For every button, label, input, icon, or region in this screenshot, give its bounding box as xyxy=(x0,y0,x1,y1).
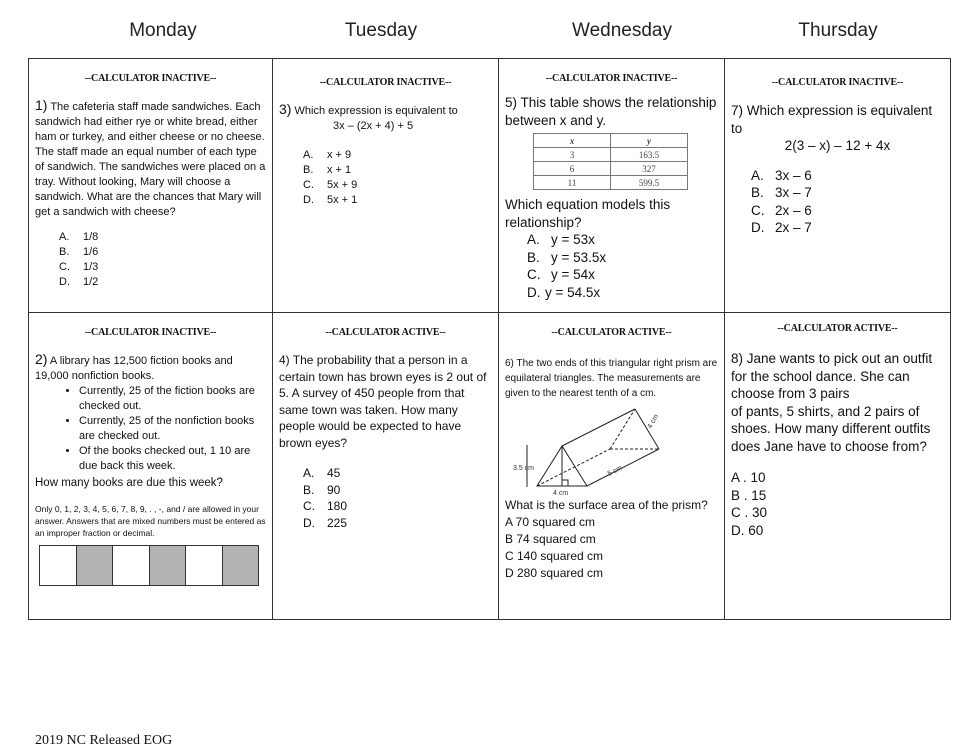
base-label: 4 cm xyxy=(553,490,568,497)
answer-box[interactable] xyxy=(186,546,223,585)
question-text: 6) The two ends of this triangular right… xyxy=(505,358,718,399)
question-text: 4) The probability that a person in a ce… xyxy=(279,353,487,450)
question-text: A library has 12,500 fiction books and 1… xyxy=(35,355,233,382)
question-3-cell: --CALCULATOR INACTIVE-- 3) Which express… xyxy=(272,58,499,313)
option-c: C. 180 xyxy=(303,499,348,513)
question-text: 5) This table shows the relationship bet… xyxy=(505,95,717,128)
option-b: B. 90 xyxy=(303,482,341,497)
question-text: 8) Jane wants to pick out an outfit for … xyxy=(731,351,933,401)
answer-box[interactable] xyxy=(222,546,258,585)
option-b: B . 15 xyxy=(731,487,767,503)
question-1-cell: --CALCULATOR INACTIVE-- 1) The cafeteria… xyxy=(28,58,273,313)
option-d: D. 225 xyxy=(303,515,348,530)
calculator-header: --CALCULATOR ACTIVE-- xyxy=(551,327,672,338)
calculator-header: --CALCULATOR INACTIVE-- xyxy=(319,77,452,88)
side-label: 4 cm xyxy=(647,413,661,430)
table-row: 3 163.5 xyxy=(533,147,688,162)
option-d: D. 1/2 xyxy=(59,276,99,288)
table-row: 6 327 xyxy=(533,161,688,176)
answer-options: A. 45 B. 90 C. 180 D. 225 xyxy=(303,465,492,531)
question-number: 2) xyxy=(35,351,48,367)
height-label: 3.5 cm xyxy=(513,465,534,472)
calculator-header: --CALCULATOR INACTIVE-- xyxy=(545,73,678,84)
expression: 2(3 – x) – 12 + 4x xyxy=(784,138,891,153)
worksheet-grid: --CALCULATOR INACTIVE-- 1) The cafeteria… xyxy=(28,58,951,620)
question-text: The cafeteria staff made sandwiches. Eac… xyxy=(35,101,266,218)
bullet-item: Of the books checked out, 1 10 are due b… xyxy=(79,444,266,474)
answer-box[interactable] xyxy=(76,546,113,585)
length-label: 5 cm xyxy=(607,465,624,478)
day-wednesday: Wednesday xyxy=(572,20,672,41)
option-c: C . 30 xyxy=(731,505,768,520)
bullet-item: Currently, 25 of the nonfiction books ar… xyxy=(79,414,266,444)
question-text-continued: of pants, 5 shirts, and 2 pairs of shoes… xyxy=(731,403,931,454)
option-a: A 70 squared cm xyxy=(505,515,596,529)
calculator-header: --CALCULATOR INACTIVE-- xyxy=(84,327,217,338)
question-7-cell: --CALCULATOR INACTIVE-- 7) Which express… xyxy=(724,58,951,313)
answer-options: A. y = 53x B. y = 53.5x C. y = 54x D. y = 54… xyxy=(527,231,718,301)
option-b: B. 3x – 7 xyxy=(751,185,812,200)
calculator-header: --CALCULATOR ACTIVE-- xyxy=(325,327,446,338)
calculator-header: --CALCULATOR INACTIVE-- xyxy=(84,73,217,84)
answer-box[interactable] xyxy=(40,546,77,585)
question-2-cell: --CALCULATOR INACTIVE-- 2) A library has… xyxy=(28,312,273,620)
prism-diagram: 3.5 cm 4 cm 5 cm 4 cm xyxy=(513,408,661,497)
calculator-header: --CALCULATOR ACTIVE-- xyxy=(777,323,898,334)
expression: 3x – (2x + 4) + 5 xyxy=(333,120,414,132)
question-text: 7) Which expression is equivalent to xyxy=(731,103,933,136)
option-b: B 74 squared cm xyxy=(505,532,596,546)
day-thursday: Thursday xyxy=(798,20,878,41)
question-5-cell: --CALCULATOR INACTIVE-- 5) This table sh… xyxy=(498,58,725,313)
question-number: 1) xyxy=(35,97,48,113)
footer-source: 2019 NC Released EOG xyxy=(35,733,173,748)
option-c: C. 1/3 xyxy=(59,261,99,273)
question-6-cell: --CALCULATOR ACTIVE-- 6) The two ends of… xyxy=(498,312,725,620)
answer-entry-boxes[interactable] xyxy=(39,545,259,586)
option-c: C 140 squared cm xyxy=(505,549,604,563)
answer-options: A . 10 B . 15 C . 30 D. 60 xyxy=(731,469,944,539)
question-prompt: What is the surface area of the prism? xyxy=(505,498,708,512)
day-tuesday: Tuesday xyxy=(344,20,418,41)
day-monday: Monday xyxy=(129,20,197,41)
question-8-cell: --CALCULATOR ACTIVE-- 8) Jane wants to p… xyxy=(724,312,951,620)
option-b: B. y = 53.5x xyxy=(527,249,607,265)
option-d: D. y = 54.5x xyxy=(527,284,601,300)
question-4-cell: --CALCULATOR ACTIVE-- 4) The probability… xyxy=(272,312,499,620)
option-c: C. 5x + 9 xyxy=(303,179,358,191)
answer-box[interactable] xyxy=(149,546,186,585)
answer-box[interactable] xyxy=(113,546,150,585)
answer-options: A 70 squared cm B 74 squared cm C 140 sq… xyxy=(505,514,718,582)
table-row: 11 599.5 xyxy=(533,175,688,190)
option-a: A. 45 xyxy=(303,466,341,480)
option-d: D. 5x + 1 xyxy=(303,194,358,206)
question-prompt: Which equation models this relationship? xyxy=(505,197,671,230)
answer-options: A. 3x – 6 B. 3x – 7 C. 2x – 6 D. 2x – 7 xyxy=(751,167,944,237)
answer-instructions: Only 0, 1, 2, 3, 4, 5, 6, 7, 8, 9, . , -… xyxy=(35,504,266,538)
option-a: A. 3x – 6 xyxy=(751,167,812,183)
bullet-item: Currently, 25 of the fiction books are c… xyxy=(79,384,266,414)
option-a: A. y = 53x xyxy=(527,232,595,247)
question-text: Which expression is equivalent to xyxy=(294,105,458,117)
calculator-header: --CALCULATOR INACTIVE-- xyxy=(771,77,904,88)
answer-options: A. 1/8 B. 1/6 C. 1/3 D. 1/2 xyxy=(59,230,266,290)
question-number: 3) xyxy=(279,101,292,117)
option-c: C. y = 54x xyxy=(527,267,595,282)
option-d: D. 60 xyxy=(731,522,764,538)
bullet-list: Currently, 25 of the fiction books are c… xyxy=(35,384,266,474)
option-c: C. 2x – 6 xyxy=(751,202,812,218)
option-d: D 280 squared cm xyxy=(505,566,604,580)
option-b: B. 1/6 xyxy=(59,246,99,258)
option-a: A. 1/8 xyxy=(59,231,99,243)
option-a: A . 10 xyxy=(731,470,766,485)
answer-options: A. x + 9 B. x + 1 C. 5x + 9 D. 5x + 1 xyxy=(303,148,492,208)
question-prompt: How many books are due this week? xyxy=(35,477,223,489)
option-a: A. x + 9 xyxy=(303,149,352,161)
option-d: D. 2x – 7 xyxy=(751,220,812,235)
option-b: B. x + 1 xyxy=(303,164,352,176)
